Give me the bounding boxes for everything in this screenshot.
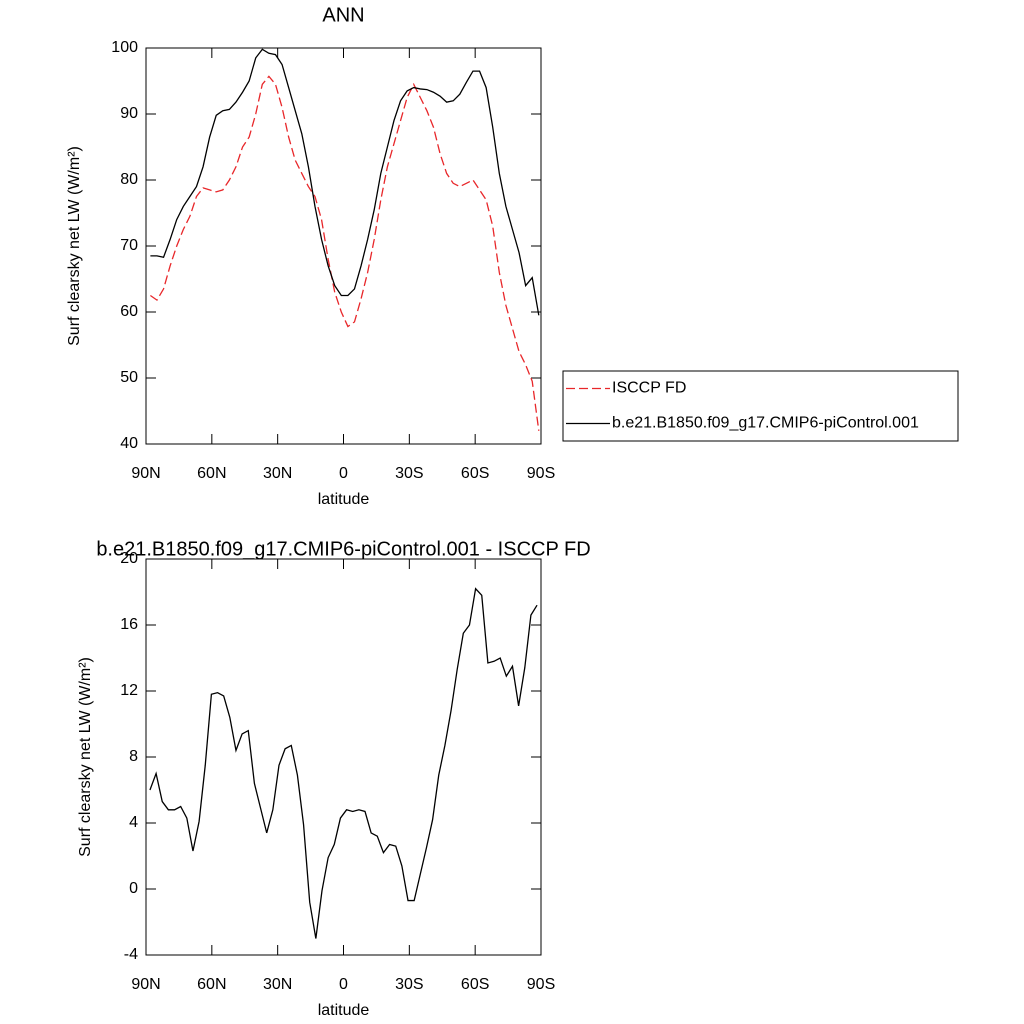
chart-title: b.e21.B1850.f09_g17.CMIP6-piControl.001 … (96, 538, 590, 560)
y-tick-label: 60 (120, 303, 138, 320)
y-tick-label: 8 (129, 748, 138, 765)
x-tick-label: 60S (461, 465, 489, 482)
y-axis-label: Surf clearsky net LW (W/m²) (66, 146, 83, 346)
data-line (150, 48, 540, 316)
x-tick-label: 90N (131, 465, 160, 482)
x-tick-label: 60N (197, 465, 226, 482)
x-tick-label: 60S (461, 976, 489, 993)
x-tick-label: 90S (527, 465, 555, 482)
legend-label: b.e21.B1850.f09_g17.CMIP6-piControl.001 (612, 415, 919, 432)
y-tick-label: 40 (120, 435, 138, 452)
x-tick-label: 30N (263, 465, 292, 482)
chart-title: ANN (322, 4, 364, 26)
y-tick-label: 100 (111, 39, 138, 56)
x-axis-label: latitude (318, 491, 370, 508)
y-tick-label: 50 (120, 369, 138, 386)
plot-frame (145, 47, 542, 445)
x-tick-label: 60N (197, 976, 226, 993)
x-axis-label: latitude (318, 1002, 370, 1019)
x-tick-label: 30N (263, 976, 292, 993)
x-tick-label: 30S (395, 976, 423, 993)
plot-frame (145, 558, 542, 956)
y-tick-label: 12 (120, 682, 138, 699)
y-tick-label: 70 (120, 237, 138, 254)
y-tick-label: 4 (129, 814, 138, 831)
y-tick-label: 80 (120, 171, 138, 188)
legend-label: ISCCP FD (612, 380, 686, 397)
y-tick-label: 90 (120, 105, 138, 122)
y-tick-label: 16 (120, 616, 138, 633)
x-tick-label: 0 (339, 976, 348, 993)
legend-box (562, 370, 959, 442)
y-tick-label: 0 (129, 880, 138, 897)
x-tick-label: 0 (339, 465, 348, 482)
x-tick-label: 30S (395, 465, 423, 482)
y-tick-label: 20 (120, 550, 138, 567)
y-axis-label: Surf clearsky net LW (W/m²) (77, 657, 94, 857)
x-tick-label: 90N (131, 976, 160, 993)
data-line (149, 587, 538, 939)
data-line (150, 75, 540, 431)
y-tick-label: -4 (124, 946, 138, 963)
x-tick-label: 90S (527, 976, 555, 993)
